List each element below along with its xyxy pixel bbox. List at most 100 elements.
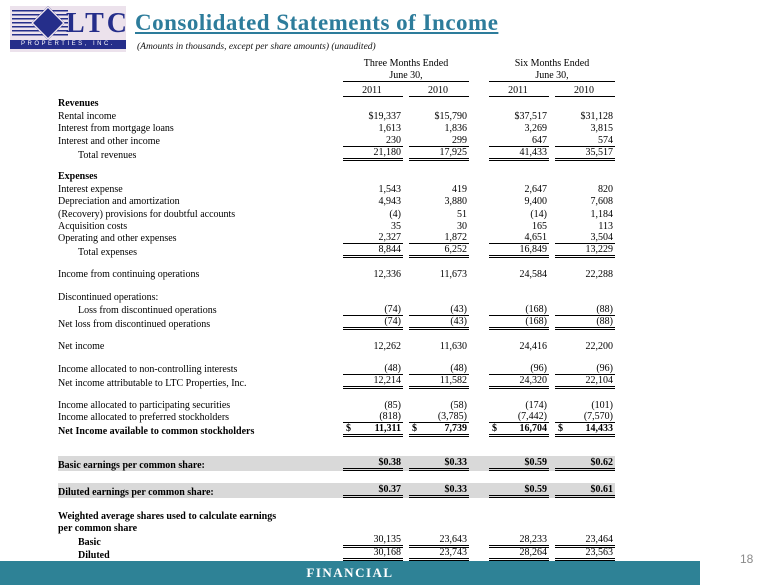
table-row: Operating and other expenses 2,327 1,872 4,… <box>58 232 615 245</box>
row-label: Income allocated to non-controlling inte… <box>58 364 238 376</box>
column-group-date: June 30, <box>489 69 615 82</box>
row-value <box>555 522 615 534</box>
row-value: $0.59 <box>489 456 549 471</box>
row-value <box>343 97 403 109</box>
row-value: $16,704 <box>489 423 549 438</box>
year-header: 2011 <box>343 82 403 97</box>
table-row: Expenses <box>58 170 615 182</box>
column-gap <box>469 207 489 219</box>
row-label: Net Income available to common stockhold… <box>58 426 255 438</box>
row-value: 12,262 <box>373 340 402 352</box>
table-row: Total revenues 21,180 17,925 41,433 35,517 <box>58 147 615 161</box>
row-label: Total revenues <box>78 149 137 161</box>
row-value: (48) <box>409 363 469 376</box>
row-value: 24,416 <box>519 340 548 352</box>
row-label: Income allocated to participating securi… <box>58 399 231 411</box>
column-group-six-months: Six Months Ended <box>514 58 590 69</box>
row-value: (88) <box>555 303 615 316</box>
row-label: (Recovery) provisions for doubtful accou… <box>58 208 236 220</box>
row-value <box>489 510 549 522</box>
column-gap <box>469 97 489 109</box>
row-value: 3,504 <box>555 232 615 245</box>
table-spacer-row <box>58 498 615 510</box>
row-value: 23,743 <box>409 547 469 561</box>
table-spacer-row <box>58 387 615 398</box>
row-label: Net income attributable to LTC Propertie… <box>58 378 247 390</box>
row-value: 647 <box>489 134 549 147</box>
header-gap <box>469 57 489 69</box>
row-value: (101) <box>591 399 613 411</box>
page-subtitle: (Amounts in thousands, except per share … <box>137 42 376 52</box>
row-value: 35 <box>391 220 401 232</box>
row-value <box>555 510 615 522</box>
row-value: 7,608 <box>590 196 614 208</box>
year-header: 2010 <box>555 82 615 97</box>
row-value: $0.37 <box>343 483 403 498</box>
row-label: Diluted earnings per common share: <box>58 486 214 498</box>
table-spacer-row <box>58 328 615 339</box>
row-label: Net income <box>58 340 105 352</box>
row-value: 1,613 <box>378 123 402 135</box>
column-gap <box>469 220 489 232</box>
column-gap <box>469 122 489 134</box>
row-value: 22,200 <box>585 340 614 352</box>
table-spacer-row <box>58 257 615 268</box>
row-value: (96) <box>555 363 615 376</box>
header-empty <box>58 57 343 69</box>
column-gap <box>469 182 489 194</box>
row-value: (3,785) <box>409 411 469 424</box>
table-row: Loss from discontinued operations (74) (43… <box>58 303 615 316</box>
row-label: Loss from discontinued operations <box>78 304 217 316</box>
column-gap <box>469 375 489 389</box>
row-value: 11,673 <box>439 269 467 281</box>
row-value: (4) <box>389 208 401 220</box>
row-value: 4,943 <box>378 196 402 208</box>
row-value: 30,168 <box>343 547 403 561</box>
row-value: (168) <box>489 316 549 330</box>
footer-section-label: FINANCIAL <box>306 565 394 580</box>
row-value: 113 <box>598 220 613 232</box>
table-row: Interest expense 1,543 419 2,647 820 <box>58 182 615 195</box>
row-value <box>555 291 615 303</box>
column-gap <box>469 522 489 534</box>
column-gap <box>469 423 489 437</box>
row-value: 24,584 <box>519 269 548 281</box>
column-gap <box>469 510 489 522</box>
row-value: $0.61 <box>555 483 615 498</box>
value-text: 7,739 <box>444 423 468 435</box>
table-row: Basic earnings per common share: $0.38 $0.… <box>58 455 615 471</box>
row-value <box>409 522 469 534</box>
row-value <box>409 291 469 303</box>
row-label: Income from continuing operations <box>58 269 200 281</box>
row-label: Interest expense <box>58 183 123 195</box>
row-value: (7,570) <box>555 411 615 424</box>
row-value: 30 <box>457 220 467 232</box>
column-gap <box>469 411 489 423</box>
row-value: (7,442) <box>489 411 549 424</box>
company-logo: LTC PROPERTIES, INC. <box>10 6 127 52</box>
row-value: $11,311 <box>343 423 403 438</box>
table-row: Net income 12,262 11,630 24,416 22,200 <box>58 339 615 352</box>
header-empty <box>58 69 343 82</box>
row-value: (48) <box>343 363 403 376</box>
column-group-three-months: Three Months Ended <box>363 58 449 69</box>
row-value: 16,849 <box>489 244 549 259</box>
row-value: 12,214 <box>343 375 403 390</box>
row-value: 2,647 <box>524 183 548 195</box>
row-value: 23,563 <box>555 547 615 561</box>
row-value: 28,233 <box>489 534 549 549</box>
row-label: Interest from mortgage loans <box>58 123 174 135</box>
row-value: 4,651 <box>489 232 549 245</box>
dollar-sign: $ <box>346 423 351 435</box>
table-row: Interest and other income 230 299 647 574 <box>58 134 615 147</box>
row-value: $0.33 <box>409 483 469 498</box>
row-value: 23,464 <box>555 534 615 549</box>
row-value: 574 <box>555 134 615 147</box>
row-value: (88) <box>555 316 615 330</box>
page-title: Consolidated Statements of Income <box>135 10 499 35</box>
row-value: 3,815 <box>590 123 614 135</box>
header-empty <box>58 82 343 97</box>
row-value: 30,135 <box>343 534 403 549</box>
table-header-row: 2011 2010 2011 2010 <box>58 82 615 97</box>
row-label: Rental income <box>58 110 117 122</box>
